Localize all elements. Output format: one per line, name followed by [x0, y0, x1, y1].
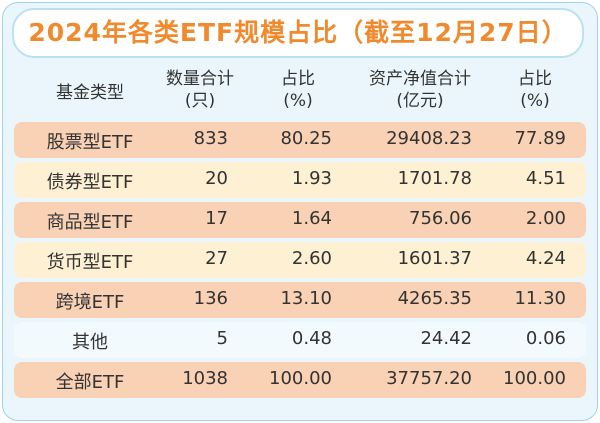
cell-value: 4265.35 [397, 288, 472, 309]
row-label: 债券型ETF [46, 172, 134, 193]
cell-value: 5 [216, 328, 228, 349]
column-header: 占比 [281, 69, 315, 89]
row-band [14, 362, 586, 398]
column-header: (%) [520, 91, 550, 111]
column-header: (%) [283, 91, 313, 111]
cell-value: 2.00 [525, 208, 566, 229]
row-label: 货币型ETF [46, 252, 134, 273]
cell-value: 2.60 [291, 248, 332, 269]
row-label: 全部ETF [55, 372, 125, 393]
row-label: 其他 [72, 332, 108, 353]
cell-value: 136 [193, 288, 228, 309]
cell-value: 0.06 [525, 328, 566, 349]
cell-value: 11.30 [514, 288, 566, 309]
cell-value: 100.00 [503, 368, 566, 389]
cell-value: 4.51 [525, 168, 566, 189]
row-band [14, 282, 586, 318]
cell-value: 1701.78 [397, 168, 472, 189]
cell-value: 37757.20 [386, 368, 472, 389]
column-header: 数量合计 [166, 69, 234, 89]
cell-value: 80.25 [280, 128, 332, 149]
cell-value: 1.64 [291, 208, 332, 229]
cell-value: 1601.37 [397, 248, 472, 269]
row-label: 股票型ETF [46, 132, 134, 153]
cell-value: 1.93 [291, 168, 332, 189]
cell-value: 77.89 [514, 128, 566, 149]
column-header: (亿元) [396, 91, 444, 111]
cell-value: 1038 [182, 368, 228, 389]
title: 2024年各类ETF规模占比（截至12月27日） [12, 8, 584, 58]
row-label: 跨境ETF [55, 292, 125, 313]
cell-value: 756.06 [409, 208, 472, 229]
cell-value: 20 [205, 168, 228, 189]
column-header: 基金类型 [56, 83, 124, 103]
cell-value: 100.00 [269, 368, 332, 389]
cell-value: 13.10 [280, 288, 332, 309]
row-band [14, 322, 586, 358]
row-band [14, 242, 586, 278]
cell-value: 0.48 [291, 328, 332, 349]
cell-value: 24.42 [420, 328, 472, 349]
column-header: 占比 [518, 69, 552, 89]
cell-value: 4.24 [525, 248, 566, 269]
cell-value: 833 [193, 128, 228, 149]
row-label: 商品型ETF [46, 212, 134, 233]
column-header: (只) [184, 91, 216, 111]
row-band [14, 162, 586, 198]
row-band [14, 202, 586, 238]
column-header: 资产净值合计 [369, 69, 471, 89]
cell-value: 27 [205, 248, 228, 269]
row-band [14, 122, 586, 158]
cell-value: 29408.23 [386, 128, 472, 149]
cell-value: 17 [205, 208, 228, 229]
